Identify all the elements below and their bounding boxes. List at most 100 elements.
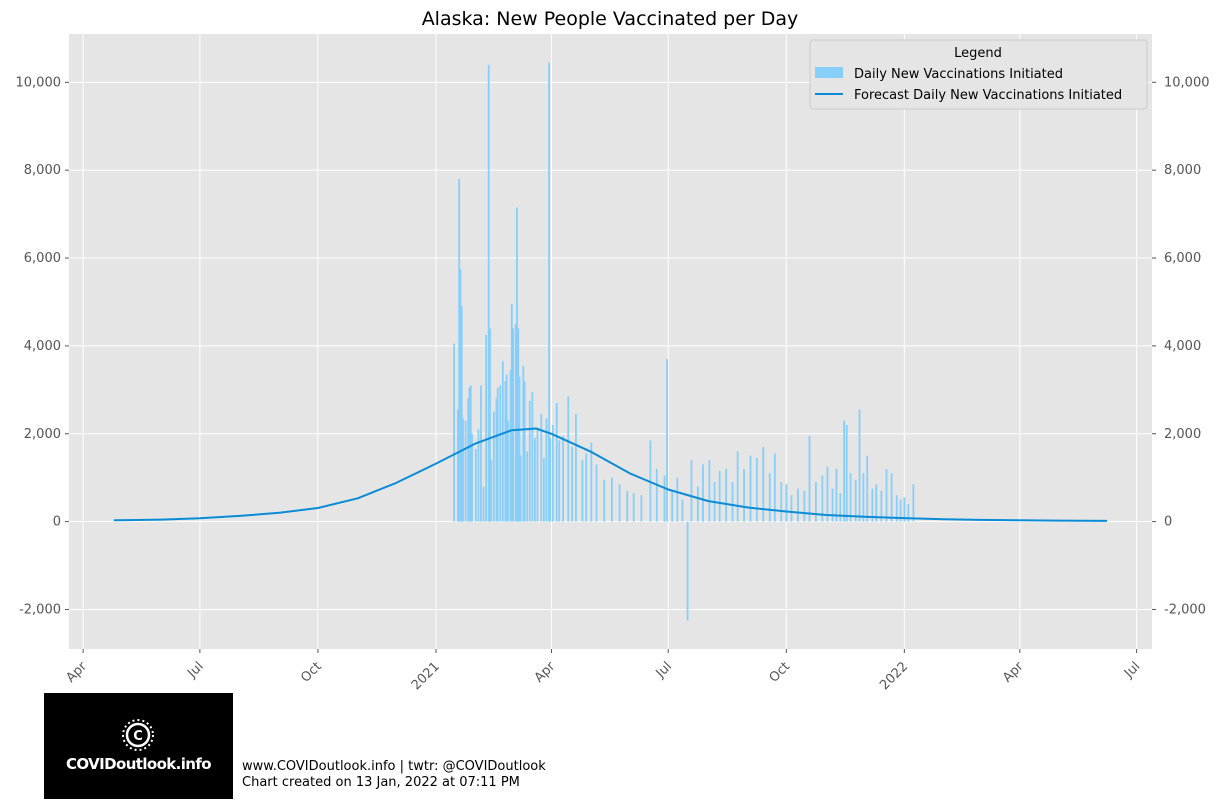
bar bbox=[533, 438, 536, 522]
bar bbox=[460, 306, 463, 522]
bar bbox=[567, 396, 570, 522]
legend: Legend Daily New Vaccinations Initiated … bbox=[809, 39, 1148, 110]
bar bbox=[509, 370, 512, 522]
credit-line-2: Chart created on 13 Jan, 2022 at 07:11 P… bbox=[242, 775, 520, 790]
bar bbox=[581, 460, 584, 522]
bar bbox=[632, 493, 635, 522]
x-tick-label: Jul bbox=[1121, 659, 1143, 681]
bar bbox=[912, 484, 915, 522]
bar bbox=[885, 468, 888, 522]
y-tick-label-left: 0 bbox=[53, 515, 61, 530]
y-tick-label-left: 10,000 bbox=[16, 75, 62, 90]
svg-text:C: C bbox=[133, 729, 143, 744]
bar bbox=[755, 457, 758, 522]
bar bbox=[666, 359, 668, 522]
bar bbox=[507, 420, 509, 522]
credits: www.COVIDoutlook.info | twtr: @COVIDoutl… bbox=[242, 759, 546, 791]
bar bbox=[821, 475, 824, 522]
bar bbox=[514, 323, 517, 522]
bar bbox=[489, 328, 491, 522]
bar bbox=[731, 482, 734, 522]
forecast-line bbox=[113, 427, 1108, 522]
bar bbox=[808, 435, 811, 522]
bar bbox=[702, 464, 704, 522]
y-tick-label-right: 0 bbox=[1164, 515, 1172, 530]
y-tick-label-right: 8,000 bbox=[1164, 163, 1201, 178]
bar bbox=[492, 411, 495, 522]
bar bbox=[736, 451, 739, 522]
y-tick-label-left: -2,000 bbox=[19, 602, 61, 617]
bar bbox=[458, 178, 461, 522]
bar bbox=[526, 451, 529, 522]
y-tick-label-right: 6,000 bbox=[1164, 251, 1201, 266]
bar bbox=[686, 521, 689, 621]
bar bbox=[797, 488, 799, 522]
bar bbox=[518, 376, 521, 522]
bar bbox=[523, 381, 526, 522]
bar bbox=[474, 449, 477, 522]
bar bbox=[839, 493, 842, 522]
legend-swatch-bars bbox=[815, 67, 843, 78]
bar bbox=[510, 304, 513, 522]
bar bbox=[505, 374, 508, 522]
bar bbox=[468, 387, 471, 522]
bar bbox=[871, 488, 874, 522]
plot-area bbox=[69, 34, 1152, 649]
bar bbox=[516, 207, 518, 522]
bar bbox=[595, 464, 598, 522]
bar bbox=[549, 438, 552, 522]
bar bbox=[590, 442, 593, 522]
bar bbox=[849, 473, 852, 522]
bar bbox=[743, 468, 745, 522]
bar bbox=[490, 460, 493, 522]
bar bbox=[551, 424, 554, 522]
y-tick-label-left: 2,000 bbox=[24, 427, 61, 442]
bar bbox=[462, 418, 464, 522]
bar bbox=[768, 473, 771, 522]
bar bbox=[690, 460, 693, 522]
bar bbox=[467, 398, 470, 522]
bar bbox=[696, 486, 699, 522]
bar bbox=[890, 473, 893, 522]
y-tick-label-right: 10,000 bbox=[1164, 75, 1210, 90]
legend-title: Legend bbox=[954, 46, 1002, 61]
x-tick-label: Apr bbox=[532, 659, 559, 686]
bar bbox=[610, 477, 613, 522]
bar bbox=[469, 385, 472, 522]
chart-title: Alaska: New People Vaccinated per Day bbox=[422, 8, 799, 30]
bar bbox=[640, 495, 643, 522]
bar bbox=[671, 490, 674, 522]
bar bbox=[487, 64, 490, 522]
bar bbox=[875, 484, 878, 522]
bar bbox=[571, 446, 574, 522]
bar bbox=[464, 420, 467, 522]
credit-line-1: www.COVIDoutlook.info | twtr: @COVIDoutl… bbox=[242, 759, 546, 774]
bar bbox=[862, 473, 865, 522]
bar bbox=[496, 387, 499, 522]
bar bbox=[843, 420, 846, 522]
x-tick-label: Jul bbox=[653, 659, 675, 681]
x-tick-label: Jul bbox=[184, 659, 206, 681]
bar bbox=[540, 413, 543, 522]
x-tick-label: 2021 bbox=[409, 659, 443, 693]
bar bbox=[618, 484, 621, 522]
bar bbox=[762, 446, 765, 522]
bar bbox=[453, 343, 455, 522]
y-tick-label-left: 4,000 bbox=[24, 339, 61, 354]
bar bbox=[725, 468, 727, 522]
bar bbox=[831, 488, 834, 522]
bar bbox=[482, 486, 485, 522]
bar bbox=[907, 504, 910, 522]
legend-label-line: Forecast Daily New Vaccinations Initiate… bbox=[854, 88, 1122, 103]
x-tick-label: Oct bbox=[298, 659, 325, 686]
bar bbox=[708, 460, 711, 522]
bar bbox=[803, 490, 806, 522]
y-tick-label-right: 4,000 bbox=[1164, 339, 1201, 354]
bar bbox=[528, 400, 531, 522]
bar bbox=[459, 269, 462, 522]
y-tick-label-left: 6,000 bbox=[24, 251, 61, 266]
legend-box bbox=[809, 39, 1148, 110]
bar bbox=[626, 490, 629, 522]
x-tick-label: 2022 bbox=[877, 659, 911, 693]
